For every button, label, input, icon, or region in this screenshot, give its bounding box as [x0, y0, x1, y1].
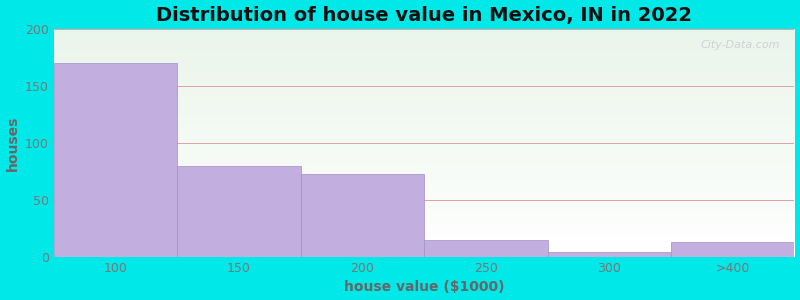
X-axis label: house value ($1000): house value ($1000) [344, 280, 504, 294]
Bar [54, 63, 178, 257]
Bar [547, 253, 671, 257]
Bar [424, 240, 547, 257]
Y-axis label: houses: houses [6, 115, 19, 171]
Text: City-Data.com: City-Data.com [700, 40, 780, 50]
Bar [301, 174, 424, 257]
Bar [178, 166, 301, 257]
Title: Distribution of house value in Mexico, IN in 2022: Distribution of house value in Mexico, I… [156, 6, 692, 25]
Bar [671, 242, 794, 257]
